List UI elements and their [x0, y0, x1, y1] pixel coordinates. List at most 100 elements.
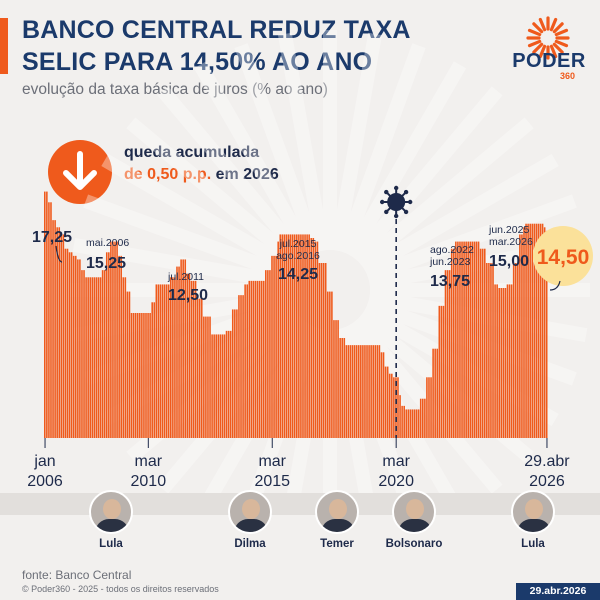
bar — [380, 352, 383, 438]
bar — [529, 223, 531, 438]
bar — [413, 409, 416, 438]
bar — [417, 409, 420, 438]
bar — [405, 409, 408, 438]
x-tick-label: mar — [258, 453, 286, 470]
bar — [200, 298, 203, 438]
president-item: Bolsonaro — [374, 490, 454, 550]
bar — [481, 248, 484, 438]
x-tick-label: 2020 — [378, 473, 414, 490]
bar — [329, 291, 331, 438]
bar — [318, 263, 321, 438]
bar — [134, 313, 137, 438]
annotation-date: jun.2025 — [488, 224, 529, 236]
bar — [331, 291, 333, 438]
bar — [442, 305, 445, 438]
x-tick-label: 2015 — [254, 473, 290, 490]
bar — [147, 313, 149, 438]
x-tick-label: 2026 — [529, 473, 565, 490]
annotation-value: 15,25 — [86, 255, 126, 272]
bar — [203, 316, 205, 438]
bar — [277, 241, 279, 438]
bar — [275, 255, 277, 438]
poder360-logo-icon — [526, 16, 570, 60]
bar — [161, 284, 164, 438]
bar — [136, 313, 139, 438]
bar — [492, 263, 494, 438]
bar — [473, 241, 476, 438]
bar — [345, 345, 348, 438]
bar — [465, 241, 467, 438]
bar — [384, 366, 387, 438]
virus-icon — [379, 185, 413, 219]
annotation-date: mar.2026 — [489, 236, 533, 248]
bar — [362, 345, 364, 438]
bar — [151, 302, 153, 438]
bar — [46, 191, 48, 438]
bar — [314, 241, 317, 438]
bar — [403, 405, 405, 438]
bar — [242, 295, 244, 438]
bar — [91, 277, 94, 438]
president-item: Temer — [297, 490, 377, 550]
bar — [357, 345, 360, 438]
bar — [236, 309, 238, 438]
bar — [461, 241, 463, 438]
bar — [196, 298, 199, 438]
bar — [265, 270, 267, 438]
bar — [498, 288, 500, 438]
callout-title: queda acumulada — [124, 144, 260, 161]
bar — [409, 409, 412, 438]
bar — [105, 252, 108, 438]
bar — [360, 345, 362, 438]
bar — [519, 234, 521, 438]
bar — [438, 305, 441, 438]
bar — [543, 227, 546, 438]
bar — [122, 277, 125, 438]
bar — [68, 252, 71, 438]
annotation-date: jul.2015 — [279, 238, 317, 250]
bar — [103, 270, 106, 438]
bar — [475, 241, 478, 438]
bar — [260, 280, 263, 438]
bar — [355, 345, 358, 438]
bar — [510, 284, 513, 438]
bar — [397, 377, 399, 438]
bar — [351, 345, 354, 438]
bar — [320, 263, 323, 438]
bar — [434, 348, 436, 438]
bar — [378, 345, 381, 438]
bar — [300, 234, 302, 438]
bar — [252, 280, 255, 438]
bar — [234, 309, 236, 438]
president-name: Temer — [320, 538, 354, 550]
bar — [215, 334, 218, 438]
bar — [141, 313, 143, 438]
brand-name: PODER — [512, 50, 586, 72]
bar — [349, 345, 352, 438]
bar — [388, 373, 391, 438]
president-name: Lula — [99, 538, 123, 550]
bar — [207, 316, 209, 438]
x-tick-label: 29.abr — [524, 453, 570, 470]
president-item: Lula — [71, 490, 151, 550]
bar — [428, 377, 430, 438]
bar — [364, 345, 366, 438]
bar — [167, 284, 170, 438]
bar — [457, 241, 459, 438]
annotation-arrow — [549, 280, 561, 291]
bar — [298, 234, 300, 438]
copyright-note: © Poder360 - 2025 - todos os direitos re… — [22, 584, 219, 594]
bar — [81, 270, 83, 438]
annotation-arrow — [55, 245, 63, 263]
bar — [256, 280, 259, 438]
annotation-value: 17,25 — [32, 229, 72, 246]
bar — [60, 234, 63, 438]
bar — [333, 320, 335, 438]
bar — [523, 227, 525, 438]
bar — [89, 277, 92, 438]
bar — [95, 277, 98, 438]
bar — [335, 320, 337, 438]
bar — [188, 273, 191, 438]
bar — [432, 348, 434, 438]
bar — [479, 248, 482, 438]
